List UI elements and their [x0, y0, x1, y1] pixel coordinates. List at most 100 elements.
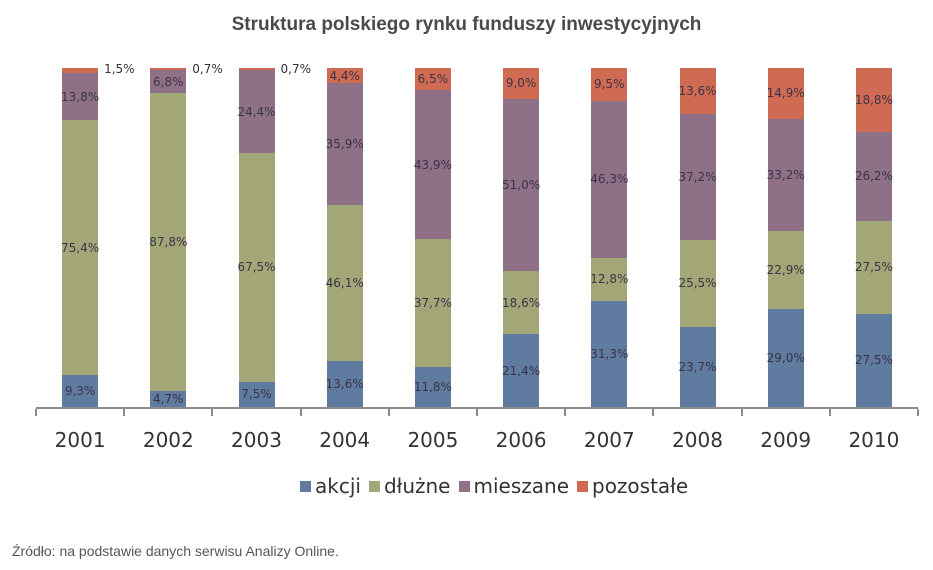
bar-segment-akcji: 13,6% — [325, 360, 364, 407]
bar-2007: 31,3% 12,8% 46,3% 9,5% — [590, 68, 629, 407]
bar-segment-mieszane: 51,0% — [502, 98, 541, 272]
x-axis-label: 2009 — [760, 428, 812, 452]
x-axis-tick — [299, 409, 302, 416]
data-label-outside: 1,5% — [104, 62, 135, 76]
data-label: 24,4% — [237, 104, 276, 119]
chart-title: Struktura polskiego rynku funduszy inwes… — [231, 14, 702, 35]
legend-label: mieszane — [473, 474, 570, 498]
bar-2005: 11,8% 37,7% 43,9% 6,5% — [413, 68, 452, 407]
bar-segment-dłużne: 46,1% — [325, 204, 364, 361]
bar-segment-dłużne: 18,6% — [502, 271, 540, 335]
data-label: 46,3% — [590, 172, 629, 187]
legend-item-mieszane: mieszane — [458, 474, 570, 498]
bar-segment-mieszane: 24,4% — [237, 70, 276, 153]
bar-segment-dłużne: 67,5% — [237, 152, 276, 382]
bar-segment-pozostałe: 13,6% — [678, 68, 717, 115]
legend-swatch-icon — [368, 480, 380, 492]
bar-2009: 29,0% 22,9% 33,2% 14,9% — [766, 68, 805, 407]
data-label: 13,6% — [325, 376, 364, 391]
bar-segment-mieszane: 6,8% — [150, 70, 187, 94]
legend-item-akcji: akcji — [300, 474, 361, 498]
bar-segment-akcji: 9,3% — [62, 375, 99, 407]
bar-segment-akcji: 4,7% — [150, 391, 187, 407]
bar-segment-pozostałe — [62, 68, 99, 74]
x-axis-label: 2005 — [407, 428, 459, 452]
x-axis-label: 2003 — [231, 428, 282, 452]
data-label: 14,9% — [766, 86, 805, 101]
data-label: 22,9% — [766, 262, 805, 277]
legend-label: dłużne — [383, 474, 451, 498]
data-label: 13,6% — [678, 84, 717, 99]
bar-segment-dłużne: 25,5% — [678, 240, 717, 327]
data-label: 6,8% — [153, 74, 184, 89]
data-label: 23,7% — [678, 359, 717, 374]
data-label: 87,8% — [149, 235, 188, 250]
bar-segment-dłużne: 12,8% — [590, 257, 628, 301]
x-axis-label: 2004 — [319, 428, 371, 452]
data-label: 51,0% — [502, 177, 541, 192]
x-axis-tick — [564, 409, 567, 416]
data-label: 29,0% — [766, 350, 805, 365]
x-axis-tick — [652, 409, 655, 416]
data-label: 37,7% — [413, 296, 452, 311]
data-label: 21,4% — [502, 363, 541, 378]
bar-2006: 21,4% 18,6% 51,0% 9,0% — [502, 68, 541, 407]
bar-2002: 4,7% 87,8% 6,8% — [149, 68, 188, 407]
bar-2001: 9,3% 75,4% 13,8% — [61, 68, 100, 407]
bar-segment-dłużne: 37,7% — [413, 239, 452, 367]
data-label-outside: 0,7% — [280, 62, 312, 76]
legend-label: pozostałe — [592, 474, 689, 498]
bar-segment-dłużne: 22,9% — [766, 231, 805, 309]
x-axis-label: 2006 — [495, 428, 547, 452]
bar-2003: 7,5% 67,5% 24,4% — [237, 68, 276, 407]
x-axis-tick — [123, 409, 126, 416]
data-label: 26,2% — [854, 169, 893, 184]
x-axis-tick — [387, 409, 390, 416]
bar-segment-pozostałe — [238, 68, 275, 71]
bar-segment-akcji: 7,5% — [238, 381, 275, 407]
bar-segment-akcji: 31,3% — [590, 300, 628, 407]
bar-segment-mieszane: 13,8% — [61, 73, 99, 120]
x-axis-label: 2007 — [583, 428, 635, 452]
data-label: 4,4% — [329, 68, 360, 83]
data-label: 33,2% — [766, 167, 805, 182]
data-label: 25,5% — [678, 276, 717, 291]
x-axis-label: 2002 — [142, 428, 194, 452]
data-label: 46,1% — [325, 275, 364, 290]
data-label: 67,5% — [237, 260, 276, 275]
legend-item-dluzne: dłużne — [368, 474, 451, 498]
bar-segment-pozostałe — [150, 68, 187, 71]
bar-segment-akcji: 27,5% — [854, 313, 893, 407]
x-axis-tick — [917, 409, 919, 416]
bar-segment-mieszane: 33,2% — [766, 118, 805, 232]
data-label: 43,9% — [413, 157, 452, 172]
bar-segment-mieszane: 37,2% — [678, 114, 717, 241]
bar-segment-mieszane: 43,9% — [413, 90, 452, 240]
data-label: 75,4% — [61, 240, 100, 255]
data-label-outside: 0,7% — [192, 62, 223, 76]
x-axis-label: 2010 — [848, 428, 900, 452]
data-label: 37,2% — [678, 170, 717, 185]
data-label: 9,5% — [594, 77, 625, 92]
bar-segment-akcji: 21,4% — [502, 334, 541, 407]
bar-segment-pozostałe: 14,9% — [766, 68, 805, 119]
legend-swatch-icon — [458, 480, 470, 492]
bar-segment-pozostałe: 6,5% — [414, 68, 451, 91]
data-label: 6,5% — [417, 72, 449, 87]
bar-segment-dłużne: 87,8% — [149, 93, 188, 392]
bar-segment-mieszane: 35,9% — [326, 82, 364, 205]
bar-segment-pozostałe: 9,0% — [503, 68, 540, 99]
bar-segment-mieszane: 46,3% — [590, 100, 629, 258]
x-axis-tick — [476, 409, 478, 416]
bar-2008: 23,7% 25,5% 37,2% 13,6% — [678, 68, 717, 407]
bar-segment-pozostałe: 9,5% — [591, 68, 628, 101]
data-label: 11,8% — [413, 380, 452, 394]
x-axis-line — [36, 407, 918, 409]
source-note: Źródło: na podstawie danych serwisu Anal… — [12, 543, 339, 559]
data-label: 27,5% — [854, 353, 893, 368]
legend-item-pozostale: pozostałe — [577, 474, 688, 498]
x-axis-tick — [828, 409, 831, 416]
x-axis-tick — [211, 409, 214, 416]
data-label: 9,3% — [64, 384, 96, 399]
bar-segment-dłużne: 75,4% — [61, 119, 100, 376]
